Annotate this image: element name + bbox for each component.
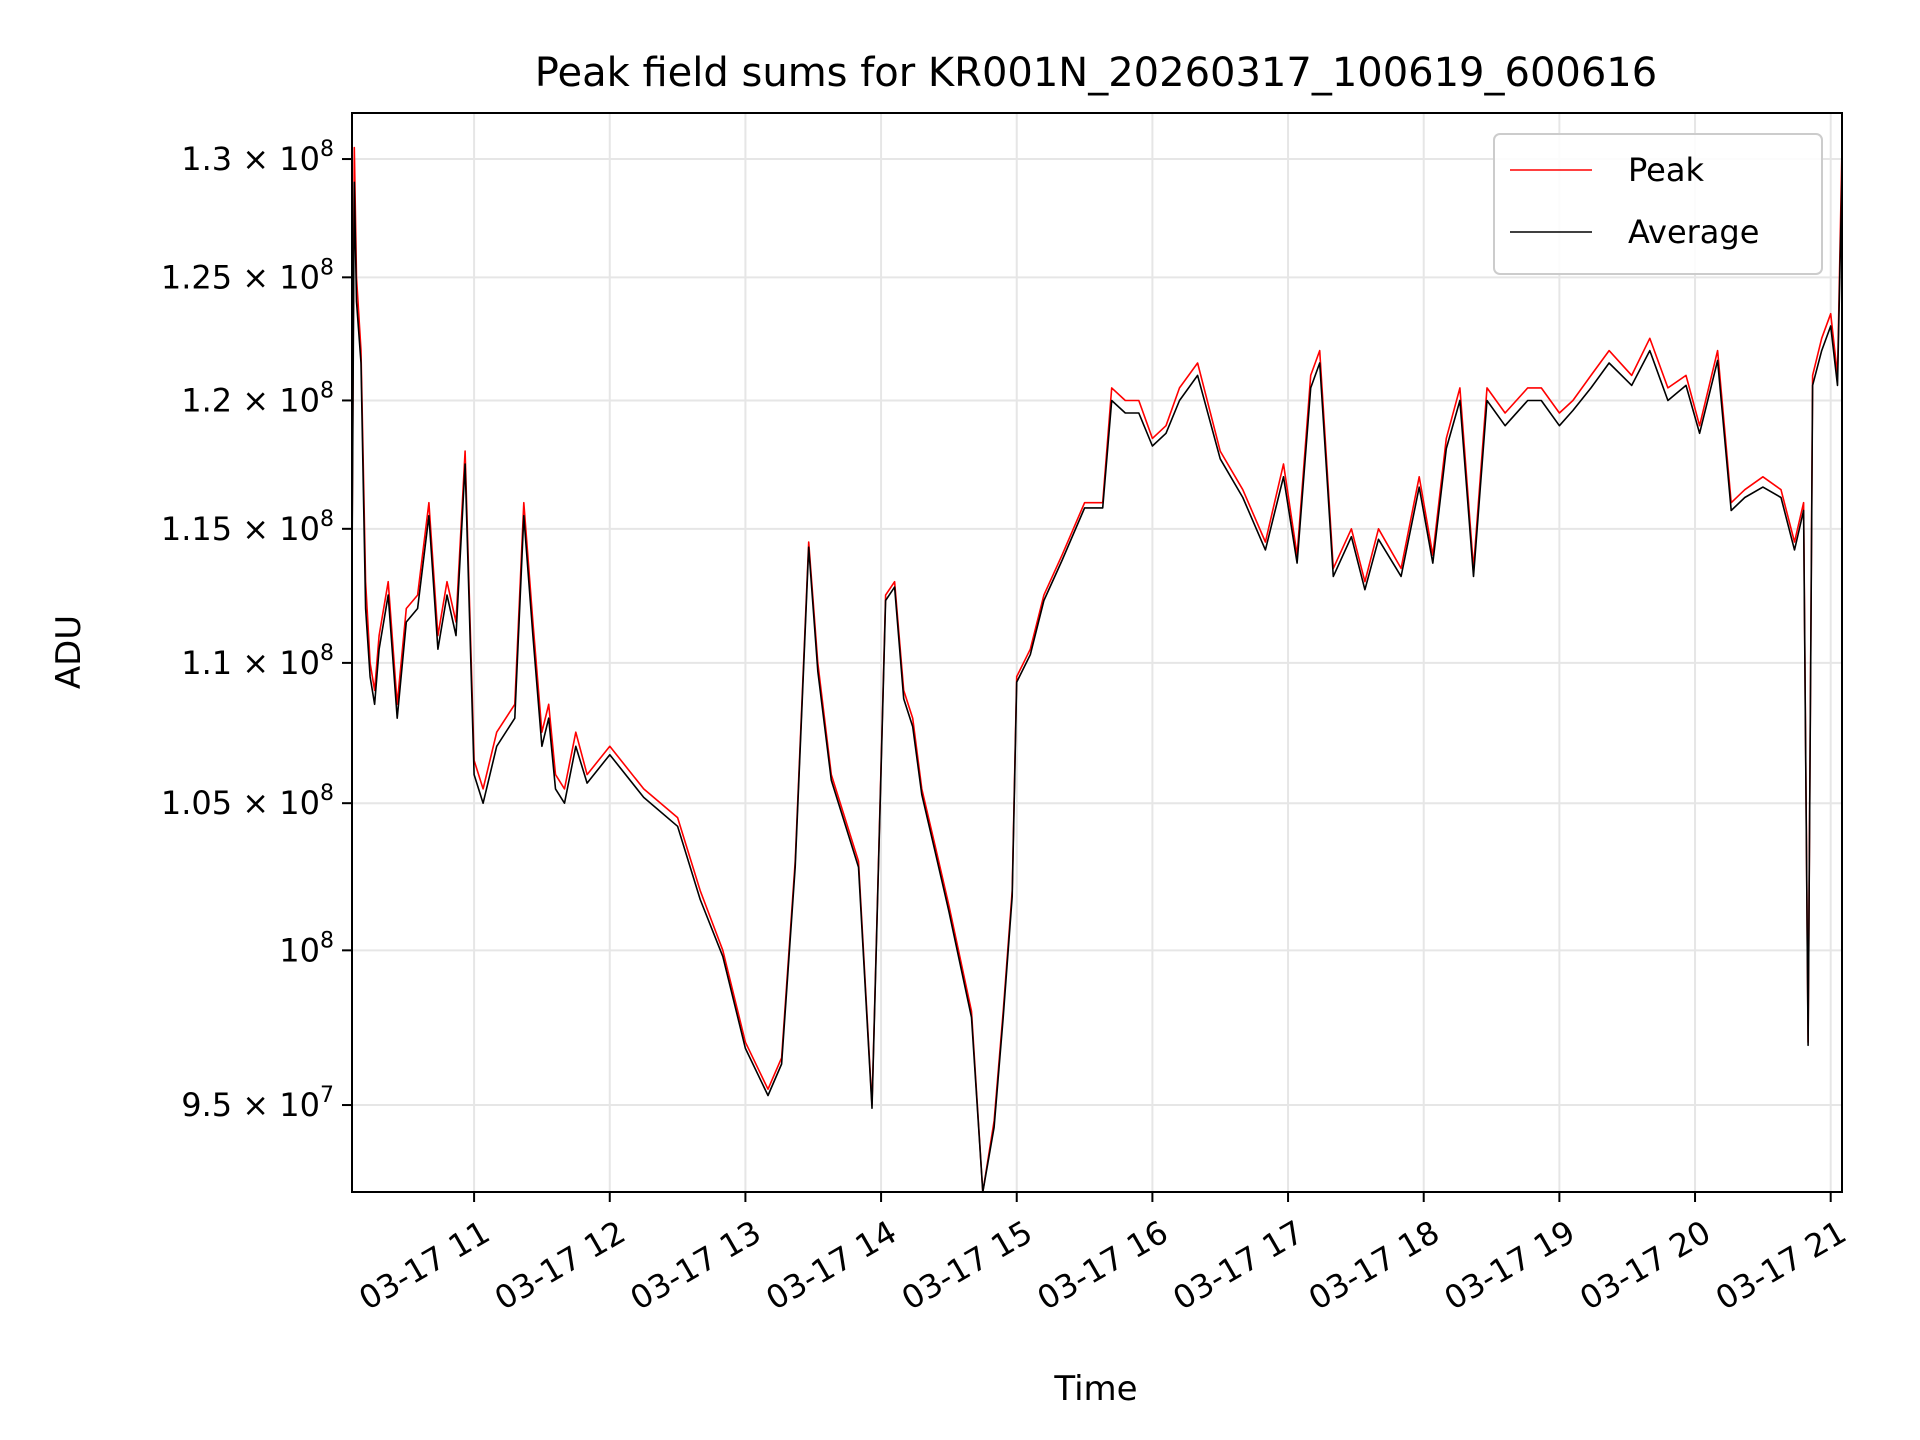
y-tick-mantissa: 1.2 × 10 [181,381,320,419]
y-tick-mantissa: 1.1 × 10 [181,644,320,682]
y-tick-label: 108 [279,928,334,969]
y-tick-label: 1.25 × 108 [161,255,334,296]
y-tick-mantissa: 1.15 × 10 [161,510,320,548]
y-tick-exponent: 8 [320,255,334,280]
series-line-peak [352,146,1842,1192]
y-axis-title: ADU [49,615,89,689]
legend-label-average: Average [1628,213,1759,251]
y-tick-exponent: 7 [320,1083,334,1108]
y-tick-exponent: 8 [320,137,334,162]
plot-frame [351,112,1843,1193]
y-tick-mantissa: 9.5 × 10 [181,1086,320,1124]
y-tick-mantissa: 1.25 × 10 [161,258,320,296]
y-tick-exponent: 8 [320,507,334,532]
y-tick-exponent: 8 [320,781,334,806]
y-tick-label: 1.3 × 108 [181,137,334,178]
y-tick-mantissa: 10 [279,931,320,969]
y-tick-label: 1.1 × 108 [181,641,334,682]
y-tick-exponent: 8 [320,378,334,403]
y-tick-label: 1.15 × 108 [161,507,334,548]
legend-label-peak: Peak [1628,151,1704,189]
chart-title: Peak field sums for KR001N_20260317_1006… [535,50,1657,96]
x-axis-title: Time [1053,1369,1137,1409]
y-tick-label: 1.2 × 108 [181,378,334,419]
y-tick-mantissa: 1.3 × 10 [181,140,320,178]
series-line-average [352,170,1842,1192]
legend: Peak Average [1493,133,1823,275]
y-tick-exponent: 8 [320,641,334,666]
y-tick-label: 9.5 × 107 [181,1083,334,1124]
y-tick-label: 1.05 × 108 [161,781,334,822]
plot-lines [352,146,1842,1192]
y-tick-mantissa: 1.05 × 10 [161,784,320,822]
legend-box [1493,133,1823,275]
y-tick-exponent: 8 [320,928,334,953]
